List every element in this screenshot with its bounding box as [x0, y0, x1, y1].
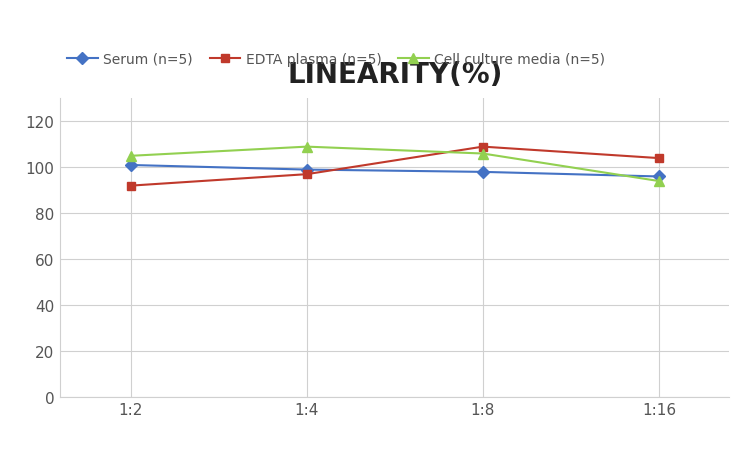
EDTA plasma (n=5) — [302, 172, 311, 178]
Serum (n=5) — [478, 170, 487, 175]
Title: LINEARITY(%): LINEARITY(%) — [287, 60, 502, 88]
Serum (n=5) — [302, 167, 311, 173]
Cell culture media (n=5) — [654, 179, 663, 184]
EDTA plasma (n=5) — [126, 184, 135, 189]
Cell culture media (n=5) — [302, 145, 311, 150]
EDTA plasma (n=5) — [654, 156, 663, 161]
Cell culture media (n=5) — [478, 152, 487, 157]
Serum (n=5) — [126, 163, 135, 168]
Serum (n=5) — [654, 175, 663, 180]
Line: Cell culture media (n=5): Cell culture media (n=5) — [126, 143, 664, 187]
Line: EDTA plasma (n=5): EDTA plasma (n=5) — [126, 143, 663, 190]
Legend: Serum (n=5), EDTA plasma (n=5), Cell culture media (n=5): Serum (n=5), EDTA plasma (n=5), Cell cul… — [67, 53, 605, 67]
Line: Serum (n=5): Serum (n=5) — [126, 161, 663, 181]
Cell culture media (n=5) — [126, 154, 135, 159]
EDTA plasma (n=5) — [478, 145, 487, 150]
